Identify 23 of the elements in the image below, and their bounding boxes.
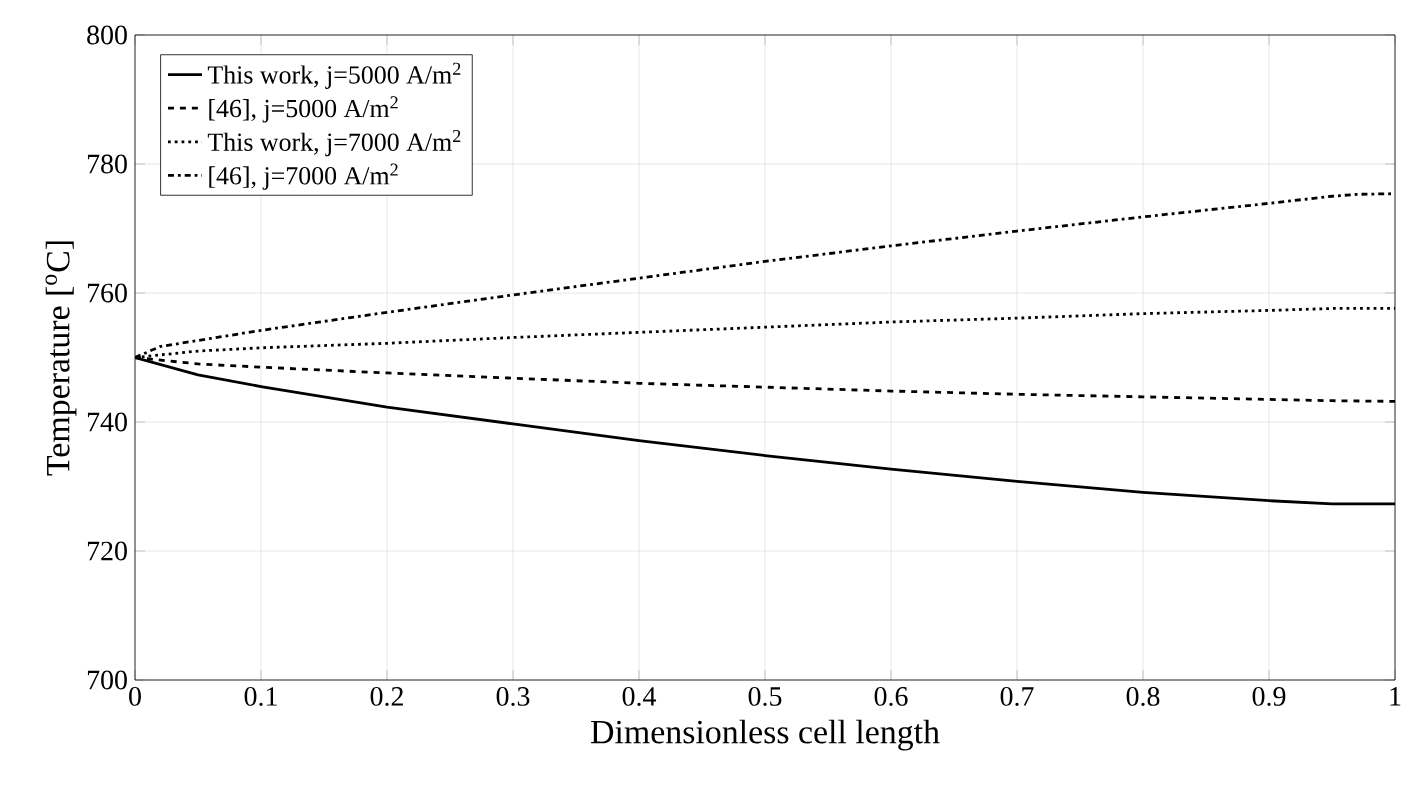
y-tick-label: 780 [87, 154, 127, 174]
y-tick-label: 740 [87, 412, 127, 432]
x-tick-label: 0.4 [622, 687, 657, 706]
y-tick-label: 700 [87, 670, 127, 690]
x-tick-label: 0.7 [1000, 687, 1034, 706]
x-tick-label: 0.8 [1126, 687, 1160, 706]
x-tick-label: 0.2 [370, 687, 403, 706]
legend-label: This work, j=7000 A/m$^{2}$ [207, 129, 461, 157]
y-tick-label: 720 [87, 541, 127, 561]
legend-label: This work, j=5000 A/m$^{2}$ [207, 62, 461, 89]
x-tick-label: 0.5 [748, 687, 782, 706]
x-tick-label: 0.6 [874, 687, 908, 706]
legend-label: [46], j=5000 A/m$^{2}$ [209, 96, 398, 123]
y-tick-label: 800 [87, 25, 127, 45]
x-tick-label: 0.1 [244, 687, 277, 706]
x-axis-title: Dimensionless cell length [590, 719, 940, 751]
x-tick-label: 0.9 [1252, 687, 1286, 706]
x-tick-label: 0.3 [496, 687, 530, 706]
legend-label: [46], j=7000 A/m$^{2}$ [209, 163, 398, 190]
y-axis-title: Temperature [$^{o}$C] [45, 241, 77, 476]
y-tick-label: 760 [87, 283, 127, 303]
x-tick-label: 0 [129, 687, 141, 706]
x-tick-label: 1 [1390, 687, 1401, 706]
